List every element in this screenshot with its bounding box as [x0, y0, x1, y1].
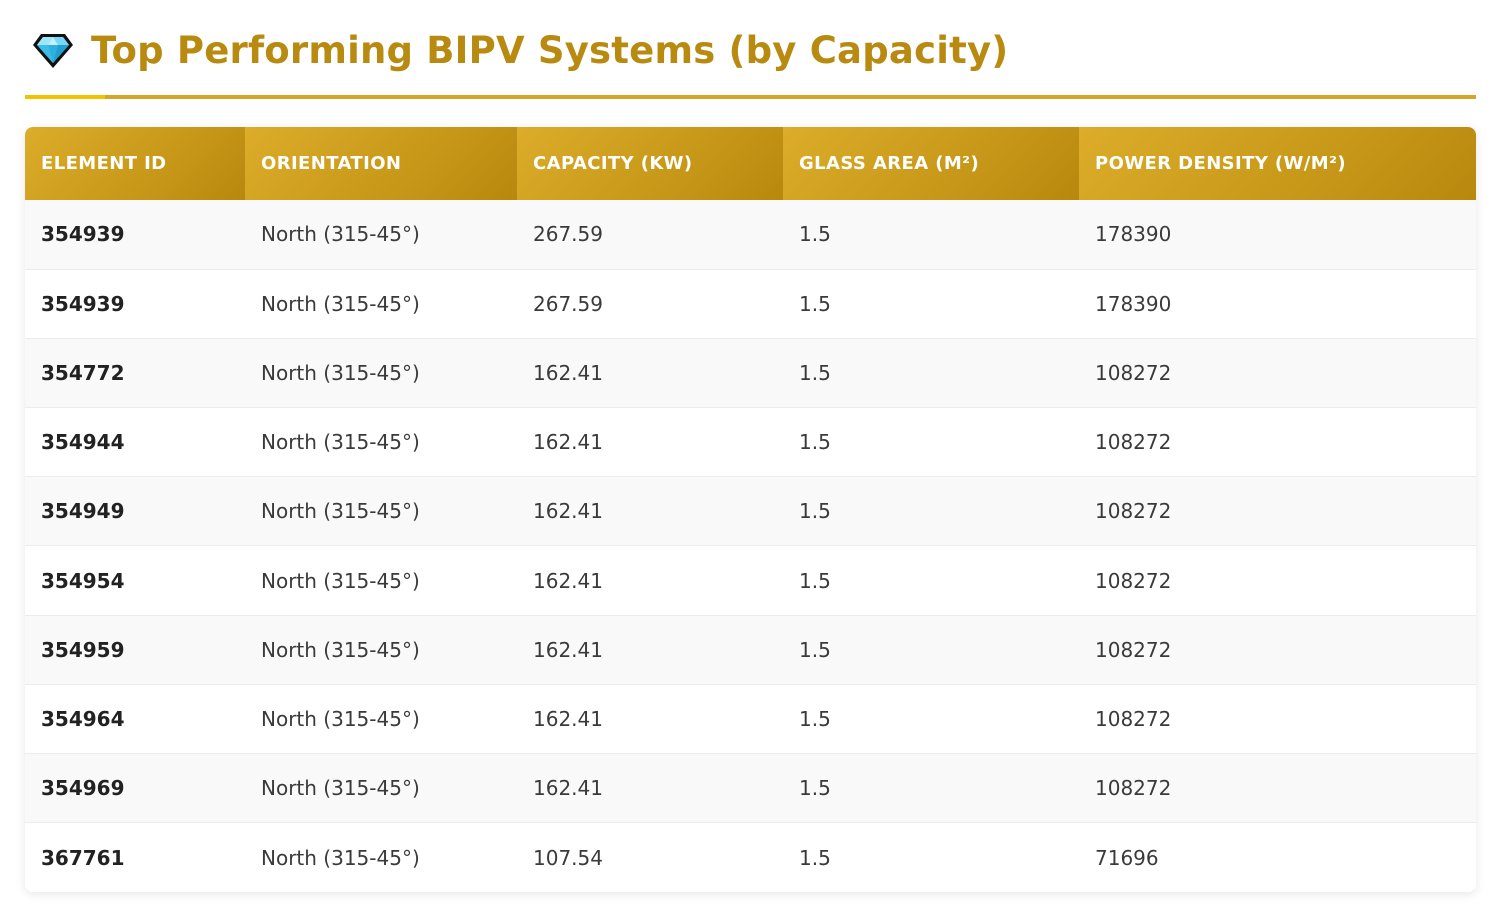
- orientation-cell: North (315-45°): [245, 822, 517, 892]
- element-id-cell: 354964: [25, 684, 245, 755]
- glass-area-cell: 1.5: [783, 753, 1079, 824]
- orientation-cell: North (315-45°): [245, 338, 517, 409]
- systems-table-card: ELEMENT ID ORIENTATION CAPACITY (KW) GLA…: [25, 127, 1476, 892]
- capacity-cell: 267.59: [517, 200, 783, 270]
- table-row: 367761 North (315-45°) 107.54 1.5 71696: [25, 822, 1476, 892]
- column-header-capacity[interactable]: CAPACITY (KW): [517, 127, 783, 200]
- orientation-cell: North (315-45°): [245, 545, 517, 616]
- table-header-row: ELEMENT ID ORIENTATION CAPACITY (KW) GLA…: [25, 127, 1476, 200]
- systems-table: ELEMENT ID ORIENTATION CAPACITY (KW) GLA…: [25, 127, 1476, 892]
- element-id-cell: 367761: [25, 822, 245, 892]
- table-row: 354939 North (315-45°) 267.59 1.5 178390: [25, 269, 1476, 339]
- glass-area-cell: 1.5: [783, 822, 1079, 892]
- orientation-cell: North (315-45°): [245, 269, 517, 339]
- table-row: 354959 North (315-45°) 162.41 1.5 108272: [25, 615, 1476, 685]
- power-density-cell: 108272: [1079, 338, 1476, 409]
- table-row: 354944 North (315-45°) 162.41 1.5 108272: [25, 407, 1476, 478]
- table-row: 354949 North (315-45°) 162.41 1.5 108272: [25, 476, 1476, 547]
- element-id-cell: 354939: [25, 269, 245, 339]
- table-row: 354964 North (315-45°) 162.41 1.5 108272: [25, 684, 1476, 755]
- column-header-glass-area[interactable]: GLASS AREA (M²): [783, 127, 1079, 200]
- glass-area-cell: 1.5: [783, 200, 1079, 270]
- capacity-cell: 162.41: [517, 338, 783, 409]
- title-row: Top Performing BIPV Systems (by Capacity…: [25, 24, 1476, 76]
- power-density-cell: 108272: [1079, 407, 1476, 478]
- power-density-cell: 108272: [1079, 615, 1476, 685]
- gem-icon: [30, 27, 76, 73]
- orientation-cell: North (315-45°): [245, 407, 517, 478]
- capacity-cell: 162.41: [517, 407, 783, 478]
- glass-area-cell: 1.5: [783, 476, 1079, 547]
- title-divider-accent: [25, 95, 105, 99]
- table-body: 354939 North (315-45°) 267.59 1.5 178390…: [25, 200, 1476, 892]
- power-density-cell: 178390: [1079, 200, 1476, 270]
- capacity-cell: 267.59: [517, 269, 783, 339]
- orientation-cell: North (315-45°): [245, 684, 517, 755]
- glass-area-cell: 1.5: [783, 615, 1079, 685]
- glass-area-cell: 1.5: [783, 545, 1079, 616]
- column-header-element-id[interactable]: ELEMENT ID: [25, 127, 245, 200]
- power-density-cell: 108272: [1079, 545, 1476, 616]
- table-row: 354969 North (315-45°) 162.41 1.5 108272: [25, 753, 1476, 824]
- power-density-cell: 108272: [1079, 684, 1476, 755]
- glass-area-cell: 1.5: [783, 269, 1079, 339]
- power-density-cell: 108272: [1079, 476, 1476, 547]
- glass-area-cell: 1.5: [783, 338, 1079, 409]
- page-header: Top Performing BIPV Systems (by Capacity…: [25, 24, 1476, 100]
- element-id-cell: 354969: [25, 753, 245, 824]
- title-divider: [25, 95, 1476, 99]
- element-id-cell: 354944: [25, 407, 245, 478]
- table-row: 354772 North (315-45°) 162.41 1.5 108272: [25, 338, 1476, 409]
- orientation-cell: North (315-45°): [245, 615, 517, 685]
- glass-area-cell: 1.5: [783, 684, 1079, 755]
- capacity-cell: 107.54: [517, 822, 783, 892]
- table-header: ELEMENT ID ORIENTATION CAPACITY (KW) GLA…: [25, 127, 1476, 200]
- element-id-cell: 354772: [25, 338, 245, 409]
- element-id-cell: 354959: [25, 615, 245, 685]
- orientation-cell: North (315-45°): [245, 753, 517, 824]
- column-header-power-density[interactable]: POWER DENSITY (W/M²): [1079, 127, 1476, 200]
- element-id-cell: 354939: [25, 200, 245, 270]
- capacity-cell: 162.41: [517, 615, 783, 685]
- element-id-cell: 354949: [25, 476, 245, 547]
- column-header-orientation[interactable]: ORIENTATION: [245, 127, 517, 200]
- power-density-cell: 108272: [1079, 753, 1476, 824]
- capacity-cell: 162.41: [517, 476, 783, 547]
- power-density-cell: 178390: [1079, 269, 1476, 339]
- capacity-cell: 162.41: [517, 753, 783, 824]
- table-row: 354939 North (315-45°) 267.59 1.5 178390: [25, 200, 1476, 270]
- page-title: Top Performing BIPV Systems (by Capacity…: [91, 28, 1009, 72]
- capacity-cell: 162.41: [517, 684, 783, 755]
- power-density-cell: 71696: [1079, 822, 1476, 892]
- orientation-cell: North (315-45°): [245, 476, 517, 547]
- element-id-cell: 354954: [25, 545, 245, 616]
- table-row: 354954 North (315-45°) 162.41 1.5 108272: [25, 545, 1476, 616]
- orientation-cell: North (315-45°): [245, 200, 517, 270]
- glass-area-cell: 1.5: [783, 407, 1079, 478]
- capacity-cell: 162.41: [517, 545, 783, 616]
